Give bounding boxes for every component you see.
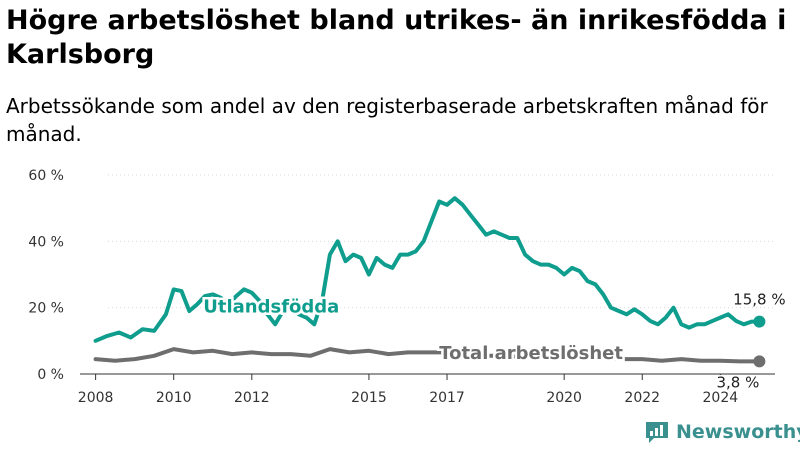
chart-title: Högre arbetslöshet bland utrikes- än inr… [6, 5, 787, 70]
x-tick-label: 2017 [429, 390, 465, 406]
x-tick-label: 2022 [624, 390, 660, 406]
newsworthy-logo: Newsworthy [644, 418, 800, 446]
x-tick-label: 2008 [78, 390, 114, 406]
series-line-utlandsfodda [93, 196, 762, 343]
x-tick-label: 2010 [156, 390, 192, 406]
y-tick-label: 40 % [28, 234, 64, 250]
x-tick-label: 2024 [703, 390, 739, 406]
end-value-label: 3,8 % [716, 373, 759, 391]
end-value-label: 15,8 % [733, 291, 785, 309]
series-end-point [753, 315, 766, 328]
brand-name: Newsworthy [676, 421, 800, 443]
series-name-label: Utlandsfödda [203, 297, 339, 318]
x-tick-label: 2020 [546, 390, 582, 406]
series-name-label: Total arbetslöshet [439, 343, 623, 364]
y-tick-label: 20 % [28, 301, 64, 317]
x-tick-label: 2015 [351, 390, 387, 406]
y-tick-label: 0 % [37, 367, 64, 383]
x-tick-label: 2012 [234, 390, 270, 406]
bar-chart-icon [646, 422, 668, 443]
y-tick-label: 60 % [28, 168, 64, 184]
series-line-total [93, 347, 762, 364]
series-end-point [753, 355, 766, 368]
chart-subtitle: Arbetssökande som andel av den registerb… [6, 94, 768, 146]
